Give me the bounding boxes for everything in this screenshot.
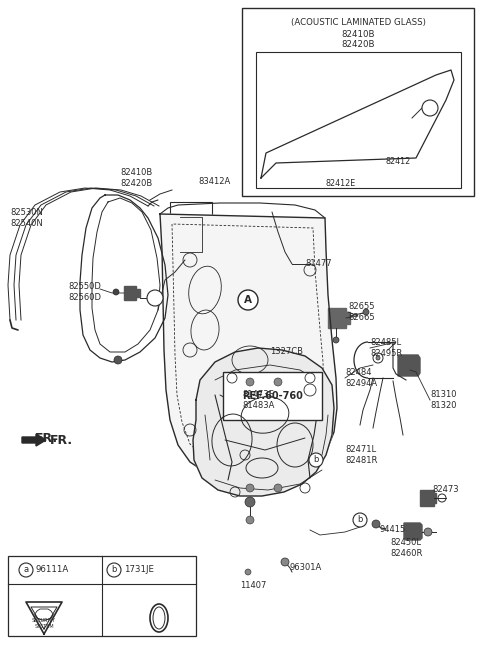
Text: SYSTEM: SYSTEM: [34, 624, 54, 628]
Polygon shape: [404, 523, 422, 540]
Bar: [8, 556, 196, 636]
Polygon shape: [310, 173, 324, 183]
Polygon shape: [420, 490, 436, 506]
Bar: [256, 52, 461, 188]
Text: FR.: FR.: [50, 434, 73, 447]
Text: 94415: 94415: [380, 525, 406, 534]
Circle shape: [245, 497, 255, 507]
Polygon shape: [124, 286, 140, 300]
Text: 82655
82665: 82655 82665: [348, 302, 374, 322]
Circle shape: [333, 337, 339, 343]
Text: (ACOUSTIC LAMINATED GLASS): (ACOUSTIC LAMINATED GLASS): [290, 18, 425, 27]
Text: 82420B: 82420B: [341, 40, 375, 49]
Text: 81473E
81483A: 81473E 81483A: [242, 390, 275, 410]
Text: A: A: [244, 295, 252, 305]
Text: b: b: [313, 456, 319, 465]
Text: SECURITY: SECURITY: [32, 618, 56, 624]
Polygon shape: [398, 355, 420, 376]
Bar: [170, 202, 212, 260]
Polygon shape: [368, 157, 380, 169]
Circle shape: [113, 289, 119, 295]
Text: 82530N
82540N: 82530N 82540N: [10, 208, 43, 228]
Polygon shape: [193, 348, 334, 496]
Text: a: a: [24, 566, 29, 574]
Circle shape: [274, 484, 282, 492]
Circle shape: [353, 513, 367, 527]
Text: 82450L
82460R: 82450L 82460R: [390, 538, 422, 558]
Text: 82410B
82420B: 82410B 82420B: [120, 168, 152, 188]
Circle shape: [424, 528, 432, 536]
Circle shape: [363, 309, 369, 315]
Text: 82485L
82495R: 82485L 82495R: [370, 338, 402, 358]
Circle shape: [422, 100, 438, 116]
Text: 96111A: 96111A: [36, 566, 69, 574]
Text: 1327CB: 1327CB: [270, 348, 303, 357]
Polygon shape: [218, 404, 230, 418]
Text: 82412: 82412: [385, 158, 410, 167]
Text: 82410B: 82410B: [341, 30, 375, 39]
Text: 82484
82494A: 82484 82494A: [345, 368, 377, 388]
Text: 11407: 11407: [240, 581, 266, 590]
Text: 1731JE: 1731JE: [124, 566, 154, 574]
Circle shape: [309, 453, 323, 467]
Text: REF.60-760: REF.60-760: [242, 391, 303, 401]
Text: b: b: [357, 516, 363, 525]
Circle shape: [281, 558, 289, 566]
Text: a: a: [427, 104, 432, 113]
Circle shape: [107, 563, 121, 577]
Text: a: a: [153, 294, 157, 303]
Circle shape: [372, 520, 380, 528]
Circle shape: [147, 290, 163, 306]
Circle shape: [246, 516, 254, 524]
Text: FR.: FR.: [35, 432, 58, 445]
Text: 82473: 82473: [432, 486, 458, 495]
Circle shape: [274, 378, 282, 386]
Circle shape: [376, 356, 380, 360]
Polygon shape: [160, 214, 337, 482]
Circle shape: [238, 290, 258, 310]
Bar: [242, 8, 474, 196]
Circle shape: [114, 356, 122, 364]
Circle shape: [246, 484, 254, 492]
Text: 82471L
82481R: 82471L 82481R: [345, 445, 377, 465]
Text: 82412E: 82412E: [325, 178, 355, 187]
Text: 81310
81320: 81310 81320: [430, 390, 456, 410]
Circle shape: [19, 563, 33, 577]
Text: 82550D
82560D: 82550D 82560D: [68, 282, 101, 302]
Text: 81477: 81477: [305, 258, 332, 268]
Polygon shape: [22, 434, 46, 446]
Circle shape: [245, 569, 251, 575]
Polygon shape: [328, 308, 350, 328]
Text: b: b: [111, 566, 117, 574]
Text: 83412A: 83412A: [198, 178, 230, 186]
Text: 96301A: 96301A: [290, 564, 322, 572]
Circle shape: [246, 378, 254, 386]
